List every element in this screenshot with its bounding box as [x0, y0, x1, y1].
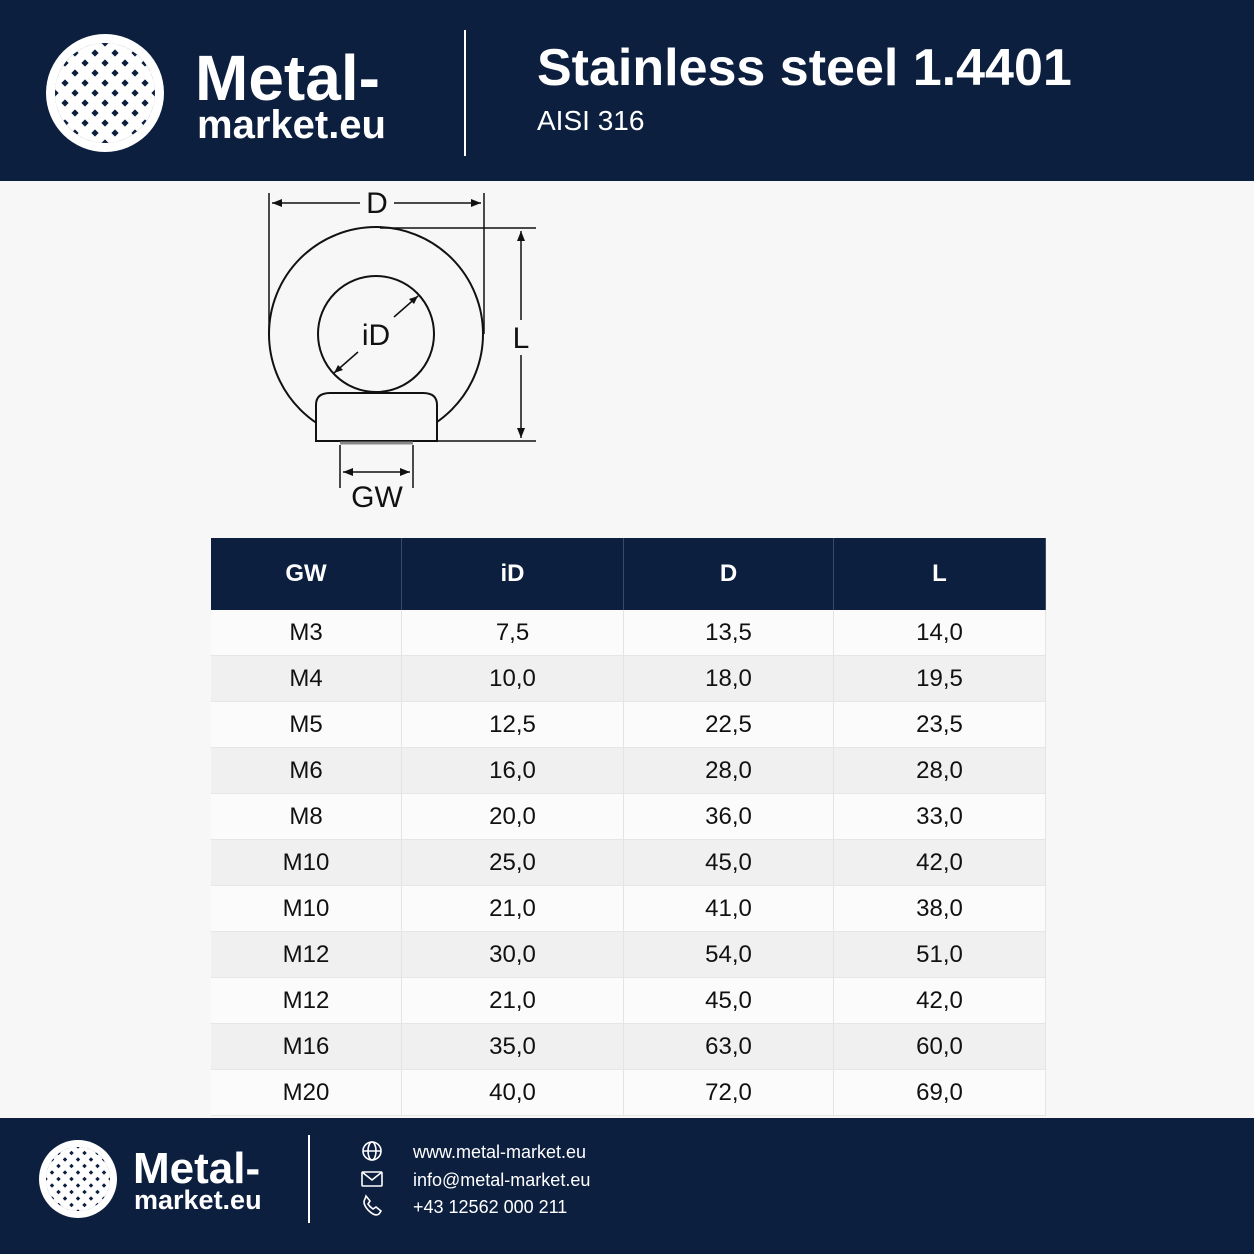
table-cell: 69,0	[833, 1069, 1046, 1116]
logo-text: market.eu	[197, 103, 386, 147]
dimension-label: L	[513, 322, 530, 355]
logo-lattice	[81, 43, 155, 143]
logo-lattice	[61, 1147, 110, 1211]
subtitle: AISI 316	[537, 105, 644, 136]
table-cell: M4	[211, 655, 402, 702]
table-cell: 42,0	[833, 977, 1046, 1024]
table-row: M12 30,0 54,0 51,0	[211, 931, 1046, 978]
table-body: M3 7,5 13,5 14,0 M4 10,0 18,0 19,5 M5 12,5 22,5 23,…	[211, 610, 1046, 1116]
table-cell: 35,0	[401, 1023, 624, 1070]
table-row: M10 25,0 45,0 42,0	[211, 839, 1046, 886]
table-row: M8 20,0 36,0 33,0	[211, 793, 1046, 840]
table-cell: 19,5	[833, 655, 1046, 702]
table-cell: 7,5	[401, 610, 624, 656]
dimension-label: GW	[351, 481, 403, 514]
logo-lattice	[48, 1147, 110, 1211]
table-cell: 54,0	[623, 931, 834, 978]
dimension-label: iD	[362, 319, 390, 352]
table-cell: 20,0	[401, 793, 624, 840]
table-row: M10 21,0 41,0 38,0	[211, 885, 1046, 932]
table-row: M12 21,0 45,0 42,0	[211, 977, 1046, 1024]
title: Stainless steel 1.4401	[537, 39, 1072, 97]
table-cell: 36,0	[623, 793, 834, 840]
table-row: M4 10,0 18,0 19,5	[211, 655, 1046, 702]
logo-lattice	[74, 1147, 110, 1211]
website: www.metal-market.eu	[412, 1142, 586, 1162]
footer-bar	[0, 1118, 1254, 1254]
table-cell: 14,0	[833, 610, 1046, 656]
spec-table: GW iD D L M3 7,5 13,5 14,0 M4 10,0 18,0 19,5 M5 12,5…	[211, 538, 1046, 1116]
table-cell: M3	[211, 610, 402, 656]
dimension-label: D	[366, 187, 388, 220]
table-row: M3 7,5 13,5 14,0	[211, 610, 1046, 656]
table-cell: 12,5	[401, 701, 624, 748]
table-row: M16 35,0 63,0 60,0	[211, 1023, 1046, 1070]
table-cell: M10	[211, 885, 402, 932]
column-header: GW	[211, 538, 402, 610]
table-cell: M12	[211, 977, 402, 1024]
logo-lattice	[74, 1147, 110, 1211]
logo-text: Metal-	[195, 42, 380, 114]
table-cell: 41,0	[623, 885, 834, 932]
table-cell: M8	[211, 793, 402, 840]
table-cell: 42,0	[833, 839, 1046, 886]
table-cell: 18,0	[623, 655, 834, 702]
column-header: D	[623, 538, 834, 610]
table-cell: M6	[211, 747, 402, 794]
table-row: M6 16,0 28,0 28,0	[211, 747, 1046, 794]
table-cell: M10	[211, 839, 402, 886]
table-cell: 13,5	[623, 610, 834, 656]
table-cell: 16,0	[401, 747, 624, 794]
logo-text: Metal-	[133, 1144, 260, 1193]
table-cell: 21,0	[401, 977, 624, 1024]
table-cell: 40,0	[401, 1069, 624, 1116]
table-cell: 33,0	[833, 793, 1046, 840]
table-cell: 22,5	[623, 701, 834, 748]
table-cell: 28,0	[833, 747, 1046, 794]
table-cell: M12	[211, 931, 402, 978]
contact-icons	[361, 1141, 383, 1216]
table-row: M20 40,0 72,0 69,0	[211, 1069, 1046, 1116]
logo-lattice	[101, 43, 155, 143]
table-cell: 10,0	[401, 655, 624, 702]
table-cell: 23,5	[833, 701, 1046, 748]
table-cell: 45,0	[623, 977, 834, 1024]
table-cell: M20	[211, 1069, 402, 1116]
table-cell: M5	[211, 701, 402, 748]
table-cell: 30,0	[401, 931, 624, 978]
table-cell: 38,0	[833, 885, 1046, 932]
logo-text: market.eu	[134, 1185, 262, 1215]
table-cell: 72,0	[623, 1069, 834, 1116]
table-cell: 51,0	[833, 931, 1046, 978]
column-header: iD	[401, 538, 624, 610]
column-header: L	[833, 538, 1046, 610]
header-bar	[0, 0, 1254, 181]
table-cell: 63,0	[623, 1023, 834, 1070]
email: info@metal-market.eu	[413, 1170, 590, 1190]
table-cell: 60,0	[833, 1023, 1046, 1070]
table-row: M5 12,5 22,5 23,5	[211, 701, 1046, 748]
logo-lattice	[101, 43, 155, 143]
table-cell: 25,0	[401, 839, 624, 886]
table-cell: 28,0	[623, 747, 834, 794]
eye-nut-drawing	[268, 193, 536, 488]
logo-lattice	[61, 43, 155, 143]
table-cell: 21,0	[401, 885, 624, 932]
phone: +43 12562 000 211	[413, 1197, 567, 1217]
table-cell: 45,0	[623, 839, 834, 886]
table-header: GW iD D L	[211, 538, 1046, 610]
table-cell: M16	[211, 1023, 402, 1070]
